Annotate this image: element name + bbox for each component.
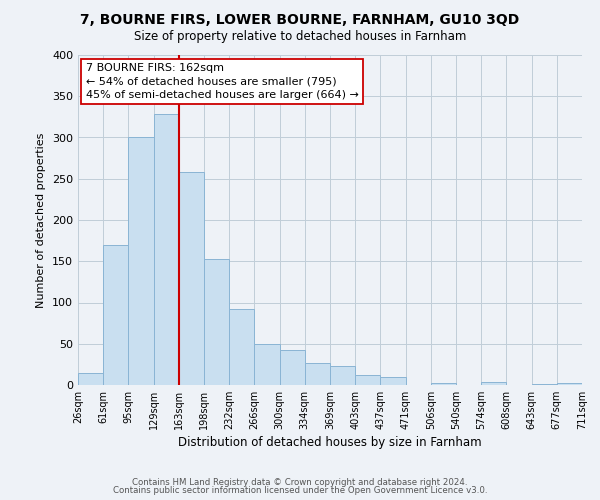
Bar — [330, 366, 355, 385]
Text: 7, BOURNE FIRS, LOWER BOURNE, FARNHAM, GU10 3QD: 7, BOURNE FIRS, LOWER BOURNE, FARNHAM, G… — [80, 12, 520, 26]
Bar — [204, 259, 229, 385]
Bar — [355, 375, 380, 385]
Text: Contains HM Land Registry data © Crown copyright and database right 2024.: Contains HM Land Registry data © Crown c… — [132, 478, 468, 487]
Bar — [280, 350, 305, 385]
Text: Size of property relative to detached houses in Farnham: Size of property relative to detached ho… — [134, 30, 466, 43]
Bar — [431, 382, 456, 385]
Bar — [557, 384, 582, 385]
Bar — [179, 172, 204, 385]
Y-axis label: Number of detached properties: Number of detached properties — [37, 132, 46, 308]
Bar — [128, 138, 154, 385]
Bar — [78, 372, 103, 385]
Bar — [103, 244, 128, 385]
Bar — [254, 344, 280, 385]
X-axis label: Distribution of detached houses by size in Farnham: Distribution of detached houses by size … — [178, 436, 482, 449]
Bar — [481, 382, 506, 385]
Bar — [532, 384, 557, 385]
Bar — [229, 309, 254, 385]
Bar — [305, 362, 330, 385]
Bar — [154, 114, 179, 385]
Text: Contains public sector information licensed under the Open Government Licence v3: Contains public sector information licen… — [113, 486, 487, 495]
Bar — [380, 377, 406, 385]
Text: 7 BOURNE FIRS: 162sqm
← 54% of detached houses are smaller (795)
45% of semi-det: 7 BOURNE FIRS: 162sqm ← 54% of detached … — [86, 63, 358, 100]
